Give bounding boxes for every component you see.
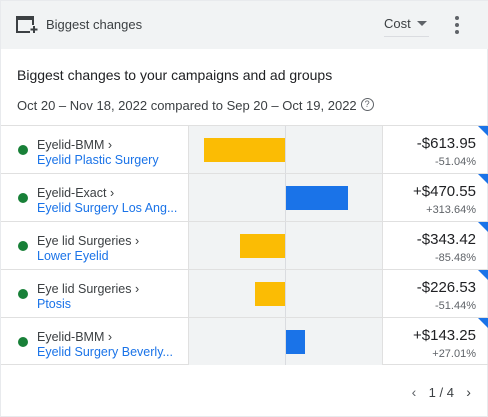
change-percent: -85.48%: [435, 252, 476, 264]
bar-cell: [188, 270, 383, 317]
dropdown-arrow-icon: [416, 21, 427, 27]
ad-group-link[interactable]: Eyelid Surgery Beverly...: [37, 345, 173, 359]
table-row[interactable]: Eye lid Surgeries › Ptosis -$226.53 -51.44%: [1, 269, 488, 317]
change-value: -$613.95: [416, 135, 476, 152]
campaign-name[interactable]: Eyelid-BMM ›: [37, 138, 113, 152]
zero-axis: [285, 318, 286, 365]
table-row[interactable]: Eyelid-BMM › Eyelid Plastic Surgery -$613.…: [1, 125, 488, 173]
change-value: +$143.25: [413, 327, 476, 344]
metric-dropdown-label: Cost: [384, 16, 411, 31]
bar-cell: [188, 222, 383, 269]
chevron-right-icon[interactable]: ›: [466, 384, 471, 400]
more-vert-icon[interactable]: [447, 13, 467, 37]
card-title: Biggest changes: [46, 17, 143, 32]
chevron-left-icon[interactable]: ‹: [411, 384, 417, 400]
corner-marker: [478, 270, 488, 280]
change-value: -$226.53: [416, 279, 476, 296]
section-heading: Biggest changes to your campaigns and ad…: [17, 67, 333, 83]
zero-axis: [285, 222, 286, 269]
bar-cell: [188, 318, 383, 365]
change-percent: -51.44%: [435, 300, 476, 312]
campaign-name[interactable]: Eye lid Surgeries ›: [37, 234, 140, 248]
zero-axis: [285, 174, 286, 221]
change-value: -$343.42: [416, 231, 476, 248]
table-row[interactable]: Eyelid-Exact › Eyelid Surgery Los Ang... +…: [1, 173, 488, 221]
date-range: Oct 20 – Nov 18, 2022 compared to Sep 20…: [17, 98, 374, 114]
increase-bar: [286, 186, 348, 210]
pagination: ‹ 1 / 4 ›: [409, 384, 474, 400]
change-percent: +27.01%: [432, 348, 476, 360]
card-header: Biggest changes Cost: [1, 1, 488, 49]
change-value: +$470.55: [413, 183, 476, 200]
status-dot: [18, 241, 28, 251]
increase-bar: [286, 330, 305, 354]
status-dot: [18, 193, 28, 203]
ad-group-link[interactable]: Ptosis: [37, 297, 72, 311]
corner-marker: [478, 318, 488, 328]
change-percent: -51.04%: [435, 156, 476, 168]
ad-group-link[interactable]: Lower Eyelid: [37, 249, 109, 263]
decrease-bar: [204, 138, 285, 162]
status-dot: [18, 337, 28, 347]
corner-marker: [478, 222, 488, 232]
status-dot: [18, 145, 28, 155]
campaign-name[interactable]: Eyelid-Exact ›: [37, 186, 115, 200]
table-row[interactable]: Eyelid-BMM › Eyelid Surgery Beverly... +$1…: [1, 317, 488, 365]
status-dot: [18, 289, 28, 299]
decrease-bar: [240, 234, 285, 258]
decrease-bar: [255, 282, 285, 306]
bar-cell: [188, 174, 383, 221]
ad-group-link[interactable]: Eyelid Plastic Surgery: [37, 153, 159, 167]
page-indicator: 1 / 4: [428, 385, 454, 400]
campaign-name[interactable]: Eyelid-BMM ›: [37, 330, 113, 344]
table-row[interactable]: Eye lid Surgeries › Lower Eyelid -$343.42 -…: [1, 221, 488, 269]
ad-group-link[interactable]: Eyelid Surgery Los Ang...: [37, 201, 178, 215]
metric-dropdown[interactable]: Cost: [384, 16, 429, 37]
help-icon[interactable]: ?: [360, 98, 374, 111]
campaign-name[interactable]: Eye lid Surgeries ›: [37, 282, 140, 296]
zero-axis: [285, 126, 286, 173]
change-percent: +313.64%: [426, 204, 476, 216]
bar-cell: [188, 126, 383, 173]
zero-axis: [285, 270, 286, 317]
corner-marker: [478, 126, 488, 136]
add-chart-icon: [16, 16, 38, 33]
corner-marker: [478, 174, 488, 184]
date-range-text: Oct 20 – Nov 18, 2022 compared to Sep 20…: [17, 98, 357, 113]
